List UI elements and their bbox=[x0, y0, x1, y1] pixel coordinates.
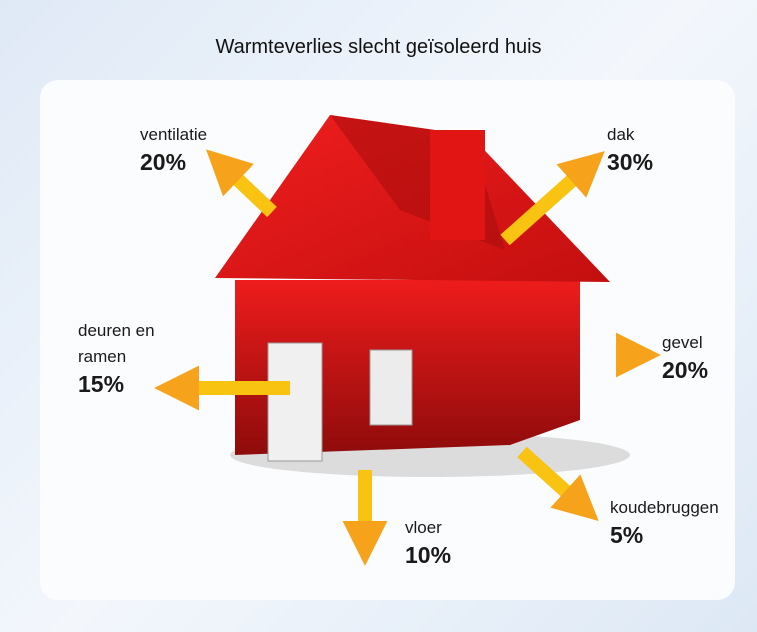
title: Warmteverlies slecht geïsoleerd huis bbox=[0, 36, 757, 59]
label-name: gevel bbox=[662, 330, 708, 356]
label-value: 30% bbox=[607, 148, 653, 176]
label-name: dak bbox=[607, 122, 653, 148]
label-value: 20% bbox=[140, 148, 207, 176]
label-value: 15% bbox=[78, 370, 168, 398]
label-value: 10% bbox=[405, 541, 451, 569]
page: Warmteverlies slecht geïsoleerd huis ven… bbox=[0, 0, 757, 632]
label-name: vloer bbox=[405, 515, 451, 541]
label-name: ventilatie bbox=[140, 122, 207, 148]
label-name: deuren en ramen bbox=[78, 318, 168, 370]
label-name: koudebruggen bbox=[610, 495, 719, 521]
label-value: 5% bbox=[610, 521, 719, 549]
label-value: 20% bbox=[662, 356, 708, 384]
